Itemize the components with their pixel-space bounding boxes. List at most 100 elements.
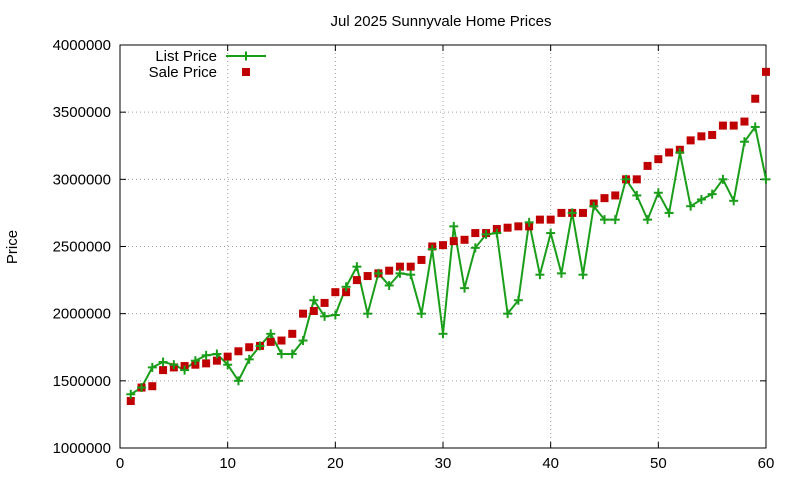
list-price-point [664,208,674,218]
chart-title: Jul 2025 Sunnyvale Home Prices [331,13,552,30]
sale-price-point [342,288,351,297]
sale-price-point [331,288,340,297]
list-price-point [589,201,599,211]
sale-price-point [266,337,275,346]
sale-price-point [148,382,157,391]
list-price-point [255,341,265,351]
list-price-point [707,189,717,199]
legend-key-list-price [226,51,266,61]
list-price-point [126,389,136,399]
list-price-point [503,309,513,319]
x-tick-label: 20 [327,455,344,472]
legend-marker-sale-price [242,68,250,76]
sale-price-point [309,306,318,315]
sale-price-point [245,343,254,352]
x-tick-label: 0 [116,455,124,472]
list-price-point [298,336,308,346]
y-tick-label: 3000000 [53,171,111,188]
sale-price-point [406,262,415,271]
list-price-point [287,349,297,359]
list-price-point [416,309,426,319]
sale-price-point [126,396,135,405]
list-price-point [427,244,437,254]
list-price-point [546,228,556,238]
sale-price-point [686,136,695,145]
list-price-point [169,360,179,370]
sale-price-point [352,276,361,285]
sale-price-point [320,298,329,307]
list-price-point [492,228,502,238]
sale-price-point [299,309,308,318]
axis-ticks: 1000000 1500000 2000000 2500000 3000000 35000… [53,37,775,472]
series-layer [126,67,771,405]
list-price-point [621,174,631,184]
list-price-point [729,196,739,206]
sale-price-point [460,235,469,244]
sale-price-point [277,336,286,345]
list-price-point [449,221,459,231]
sale-price-point [363,272,372,281]
sale-price-point [449,237,458,246]
list-price-point [309,295,319,305]
x-tick-label: 50 [650,455,667,472]
sale-price-point [611,191,620,200]
list-price-point [158,357,168,367]
sale-price-point [600,194,609,203]
sale-price-point [740,117,749,126]
list-price-point [610,215,620,225]
list-price-point [223,360,233,370]
list-price-point [643,215,653,225]
legend-marker-list-price [241,51,251,61]
y-tick-label: 1000000 [53,440,111,457]
list-price-point [653,188,663,198]
list-price-point [696,194,706,204]
sale-price-point [578,208,587,217]
sale-price-point [202,359,211,368]
list-price-point [190,356,200,366]
x-tick-label: 60 [758,455,775,472]
sale-price-point [718,121,727,130]
list-price-point [470,243,480,253]
sale-price-point [762,67,770,76]
sale-price-point [654,155,663,164]
legend: List Price Sale Price [149,48,266,81]
list-price-point [567,208,577,218]
sale-price-point [234,347,243,356]
list-price-point [330,310,340,320]
legend-label-list-price: List Price [155,48,217,65]
y-tick-label: 1500000 [53,373,111,390]
x-tick-label: 10 [219,455,236,472]
list-price-point [513,295,523,305]
x-tick-label: 30 [435,455,452,472]
list-price-point [535,270,545,280]
list-price-point [739,137,749,147]
y-tick-label: 2500000 [53,239,111,256]
y-axis-label: Price [4,230,21,264]
list-price-point [363,309,373,319]
list-price-point [600,215,609,225]
list-price-point [556,268,566,278]
list-price-point [395,268,405,278]
sale-price-point [697,132,706,141]
sale-price-point [385,266,394,275]
sale-price-point [751,94,760,103]
list-price-point [233,376,243,386]
list-price-point [718,174,728,184]
y-tick-label: 3500000 [53,104,111,121]
list-price-point [686,201,696,211]
sale-price-point [557,208,566,217]
list-price-point [212,349,222,359]
list-price-point [352,262,362,272]
sale-price-point [417,255,426,264]
y-tick-label: 2000000 [53,306,111,323]
sale-price-point [632,175,641,184]
sale-price-point [643,161,652,170]
list-price-point [147,362,157,372]
list-price-point [632,190,642,200]
x-tick-label: 40 [542,455,559,472]
list-price-point [137,383,147,393]
list-price-point [266,329,276,339]
sale-price-point [514,222,523,231]
list-price-line [130,124,767,396]
